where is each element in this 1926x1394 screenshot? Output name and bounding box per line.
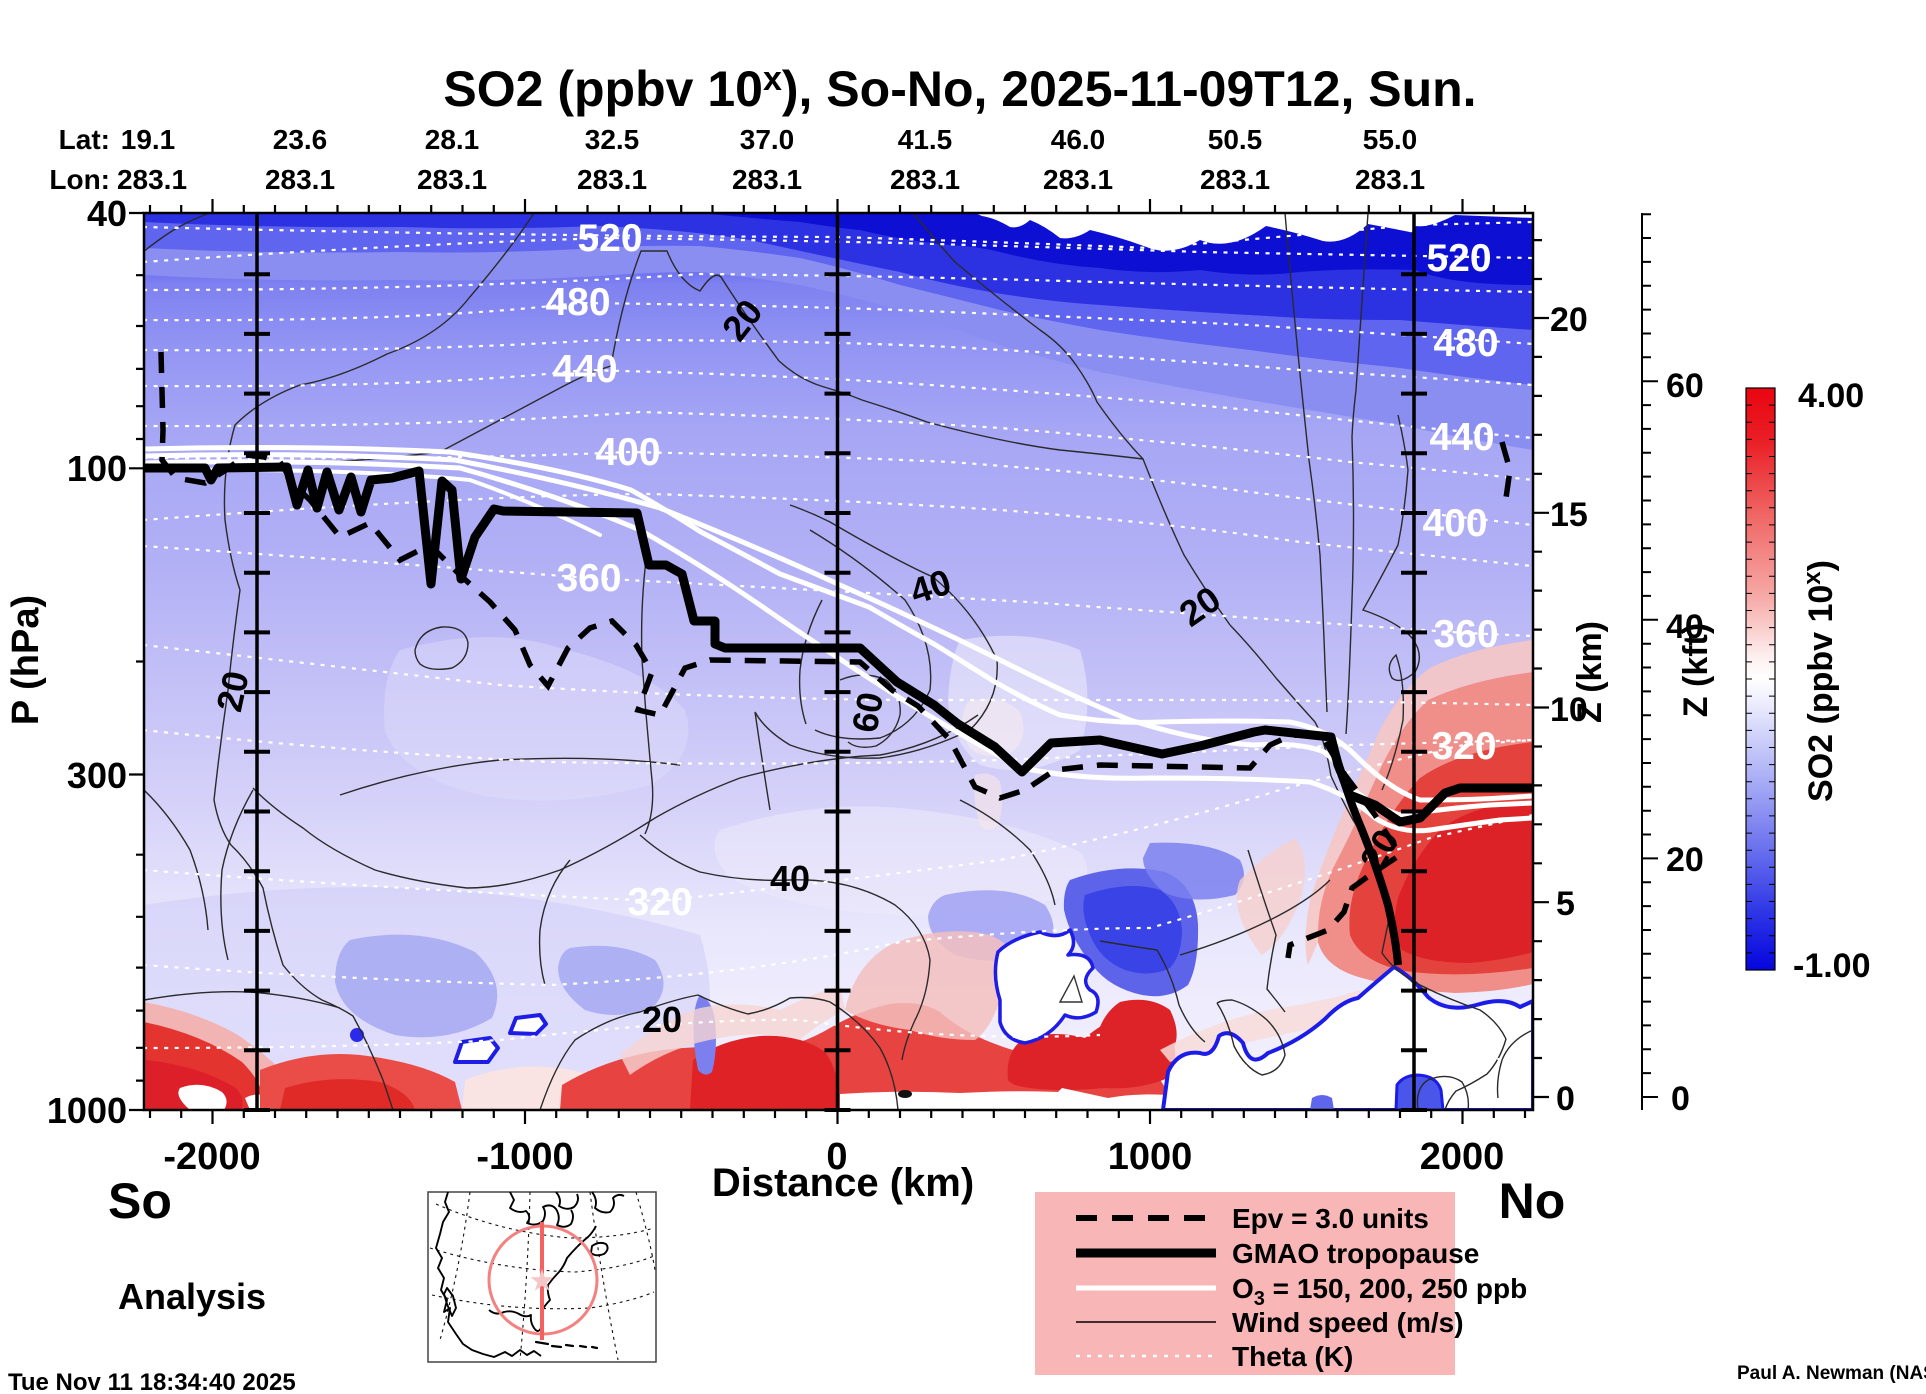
svg-text:360: 360 [556,557,621,600]
svg-text:Distance (km): Distance (km) [712,1161,974,1205]
svg-text:60: 60 [1666,367,1704,405]
svg-text:15: 15 [1550,496,1588,534]
svg-text:283.1: 283.1 [890,164,960,195]
svg-text:28.1: 28.1 [425,124,480,155]
svg-text:100: 100 [67,448,127,489]
svg-text:41.5: 41.5 [898,124,953,155]
svg-text:40: 40 [87,193,127,234]
svg-text:2000: 2000 [1420,1136,1505,1178]
svg-text:0: 0 [1556,1080,1575,1118]
svg-text:37.0: 37.0 [740,124,795,155]
svg-text:283.1: 283.1 [1043,164,1113,195]
svg-text:283.1: 283.1 [732,164,802,195]
svg-text:-2000: -2000 [163,1136,260,1178]
svg-text:0: 0 [826,1136,847,1178]
svg-text:Epv = 3.0 units: Epv = 3.0 units [1232,1203,1429,1234]
svg-text:10: 10 [1550,691,1588,729]
svg-text:55.0: 55.0 [1363,124,1418,155]
svg-text:0: 0 [1671,1080,1690,1118]
svg-text:5: 5 [1556,885,1575,923]
svg-text:Analysis: Analysis [118,1276,266,1317]
svg-text:Tue Nov 11 18:34:40 2025: Tue Nov 11 18:34:40 2025 [8,1369,296,1394]
svg-text:360: 360 [1433,613,1498,656]
svg-text:20: 20 [208,667,256,715]
svg-text:SO2 (ppbv 10x), So-No, 2025-11: SO2 (ppbv 10x), So-No, 2025-11-09T12, Su… [443,60,1476,117]
svg-text:20: 20 [1550,301,1588,339]
svg-text:283.1: 283.1 [1200,164,1270,195]
svg-text:19.1: 19.1 [121,124,176,155]
svg-text:480: 480 [1433,322,1498,365]
svg-text:520: 520 [1426,237,1491,280]
svg-text:23.6: 23.6 [273,124,328,155]
svg-text:283.1: 283.1 [577,164,647,195]
svg-text:283.1: 283.1 [417,164,487,195]
svg-text:46.0: 46.0 [1051,124,1106,155]
svg-text:-1000: -1000 [476,1136,573,1178]
svg-text:1000: 1000 [1108,1136,1193,1178]
svg-text:So: So [108,1173,172,1229]
svg-text:GMAO tropopause: GMAO tropopause [1232,1238,1479,1269]
svg-text:Wind speed (m/s): Wind speed (m/s) [1232,1307,1464,1338]
svg-text:Z (kft): Z (kft) [1677,623,1715,717]
svg-text:283.1: 283.1 [1355,164,1425,195]
svg-text:480: 480 [545,281,610,324]
svg-text:400: 400 [1422,502,1487,545]
svg-text:Theta (K): Theta (K) [1232,1341,1353,1372]
svg-text:32.5: 32.5 [585,124,640,155]
svg-text:Z (km): Z (km) [1571,621,1609,723]
svg-text:1000: 1000 [47,1090,127,1131]
svg-text:320: 320 [1431,725,1496,768]
svg-text:440: 440 [552,348,617,391]
svg-text:40: 40 [770,858,810,899]
svg-text:-1.00: -1.00 [1793,947,1871,985]
svg-text:Lat:: Lat: [59,124,110,155]
svg-text:20: 20 [1666,841,1704,879]
svg-text:400: 400 [595,431,660,474]
svg-text:440: 440 [1429,416,1494,459]
svg-text:320: 320 [627,881,692,924]
svg-text:50.5: 50.5 [1208,124,1263,155]
svg-text:60: 60 [844,689,891,736]
svg-text:283.1: 283.1 [117,164,187,195]
svg-text:4.00: 4.00 [1798,377,1864,415]
svg-text:P (hPa): P (hPa) [5,595,47,725]
svg-text:283.1: 283.1 [265,164,335,195]
svg-text:SO2 (ppbv 10x): SO2 (ppbv 10x) [1799,560,1840,802]
svg-text:40: 40 [1666,608,1704,646]
svg-text:Paul A. Newman (NASA: Paul A. Newman (NASA [1737,1363,1926,1384]
svg-text:No: No [1499,1173,1566,1229]
svg-text:20: 20 [642,999,682,1040]
svg-text:300: 300 [67,755,127,796]
svg-text:Lon:: Lon: [49,164,110,195]
svg-text:O3 = 150, 200, 250 ppb: O3 = 150, 200, 250 ppb [1232,1273,1527,1310]
svg-text:520: 520 [577,217,642,260]
